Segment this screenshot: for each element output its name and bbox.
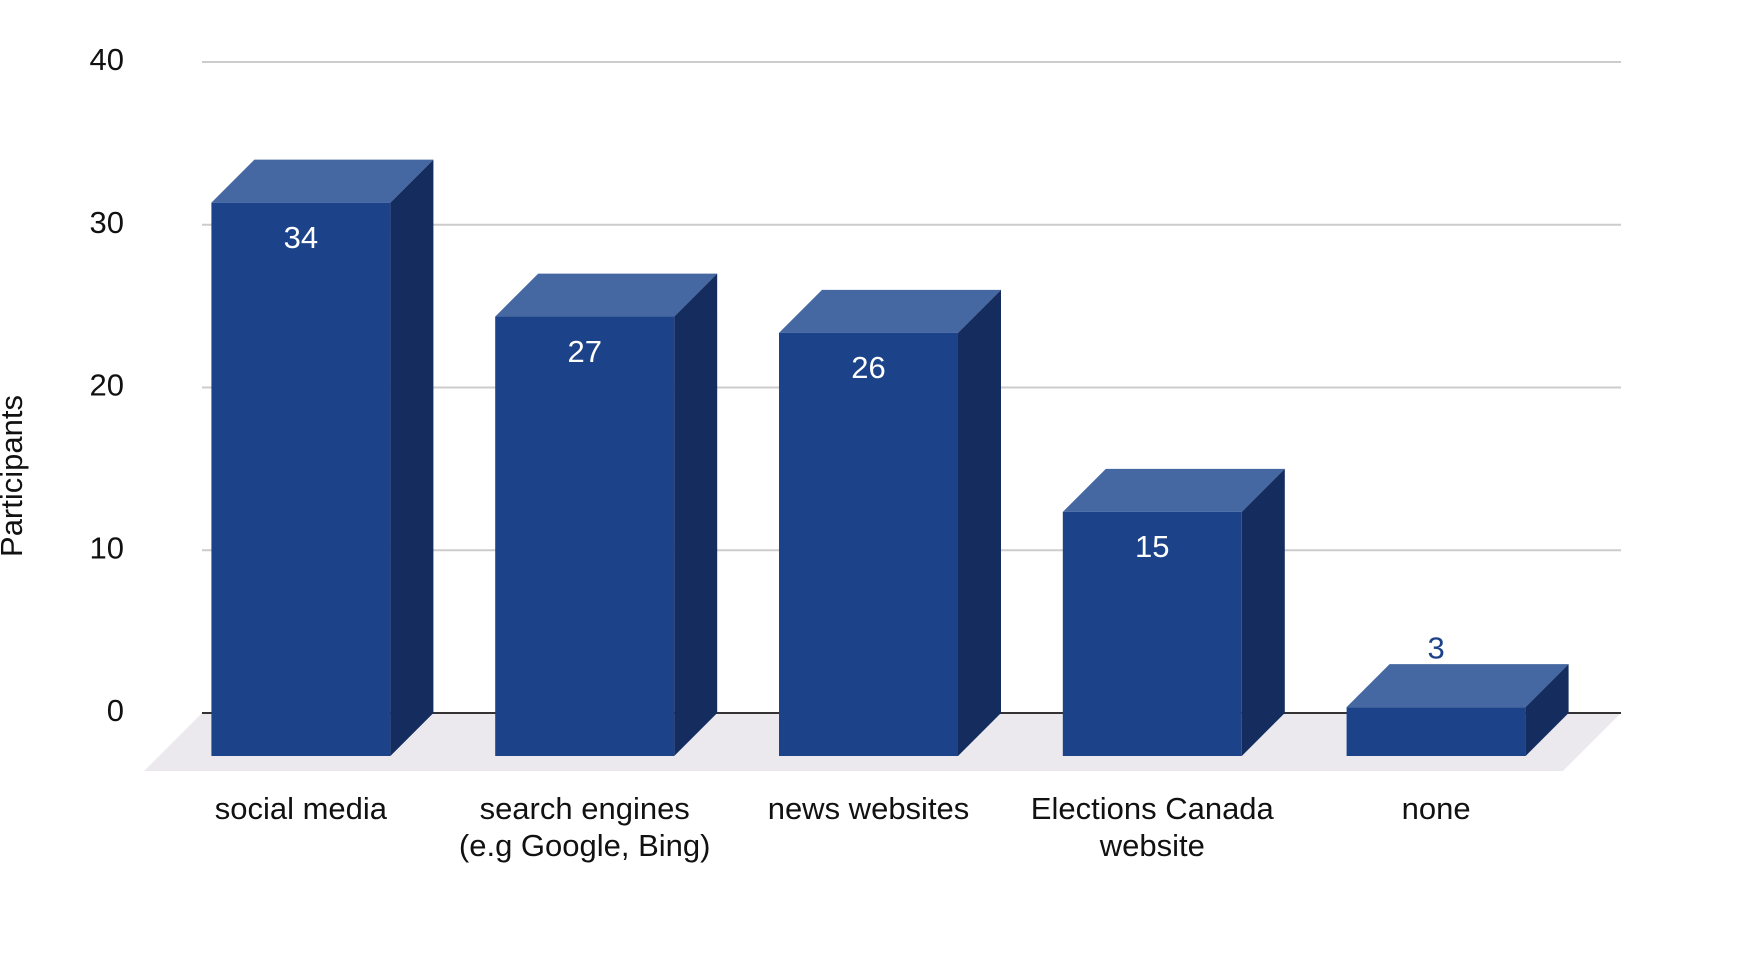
- bar: [495, 316, 675, 756]
- bar-side: [390, 159, 434, 756]
- y-tick-label: 0: [107, 693, 124, 728]
- y-axis-label: Participants: [0, 395, 29, 557]
- bar-top: [211, 159, 434, 203]
- bar-side: [958, 289, 1001, 756]
- bar: [779, 332, 958, 756]
- bar: [211, 202, 391, 756]
- value-label: 34: [284, 220, 318, 255]
- x-tick-label: Elections Canada website: [1030, 791, 1274, 864]
- bar-side: [674, 273, 718, 756]
- bar: [1346, 707, 1526, 756]
- bar-top: [1062, 468, 1285, 512]
- x-tick-label: news websites: [767, 791, 970, 826]
- value-label: 27: [567, 334, 601, 369]
- x-tick-label: none: [1401, 791, 1471, 826]
- bar-top: [779, 289, 1001, 333]
- bar: [1062, 511, 1242, 756]
- value-label: 26: [851, 350, 885, 385]
- y-tick-label: 20: [90, 368, 124, 403]
- bar-top: [1346, 664, 1569, 708]
- value-label: 15: [1135, 529, 1169, 564]
- y-tick-label: 40: [90, 42, 124, 77]
- y-tick-label: 30: [90, 205, 124, 240]
- bar-side: [1241, 468, 1285, 756]
- bar-side: [1525, 664, 1569, 756]
- y-tick-label: 10: [90, 530, 124, 565]
- bar-top: [495, 273, 718, 317]
- value-label: 3: [1427, 630, 1444, 665]
- x-tick-label: search engines (e.g Google, Bing): [458, 791, 711, 864]
- x-tick-label: social media: [214, 791, 388, 826]
